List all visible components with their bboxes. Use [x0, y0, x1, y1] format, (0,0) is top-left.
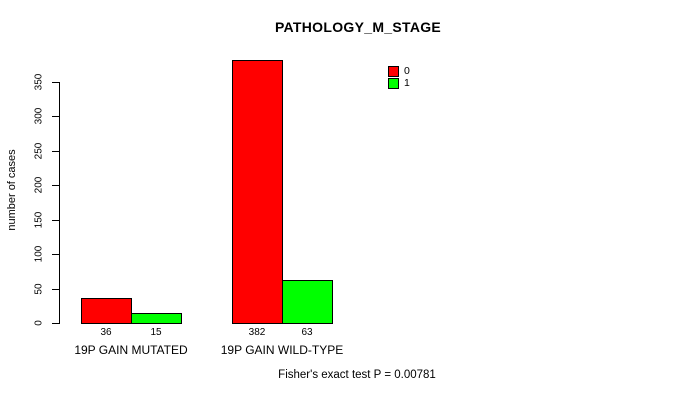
y-axis-tick: [52, 254, 59, 255]
chart-title: PATHOLOGY_M_STAGE: [274, 19, 442, 35]
legend-swatch-green: [388, 77, 399, 89]
y-axis-tick: [52, 220, 59, 221]
y-axis-tick: [52, 289, 59, 290]
bar-19p-gain-mutated-series-0: [81, 298, 132, 324]
y-axis-tick: [52, 323, 59, 324]
legend: 0 1: [388, 65, 410, 89]
y-axis-tick: [52, 116, 59, 117]
legend-swatch-red: [388, 65, 399, 77]
y-axis-tick: [52, 82, 59, 83]
y-axis-tick-label: 0: [33, 320, 45, 326]
fisher-test-annotation: Fisher's exact test P = 0.00781: [278, 369, 436, 381]
y-axis-label: number of cases: [6, 149, 18, 231]
bar-value-label: 382: [248, 327, 266, 338]
bar-19p-gain-wild-type-series-1: [282, 280, 333, 324]
x-axis-category-label: 19P GAIN WILD-TYPE: [220, 343, 344, 357]
y-axis-tick: [52, 185, 59, 186]
y-axis-tick-label: 250: [33, 142, 45, 160]
legend-entry: 1: [388, 77, 410, 89]
legend-entry: 0: [388, 65, 410, 77]
y-axis-line: [59, 82, 60, 324]
bar-value-label: 63: [301, 327, 313, 338]
y-axis-tick-label: 350: [33, 73, 45, 91]
y-axis-tick-label: 50: [33, 283, 45, 295]
legend-label-0: 0: [404, 64, 410, 77]
y-axis-tick-label: 200: [33, 176, 45, 194]
bar-19p-gain-wild-type-series-0: [232, 60, 283, 324]
y-axis-tick-label: 100: [33, 245, 45, 263]
legend-label-1: 1: [404, 76, 410, 89]
bar-19p-gain-mutated-series-1: [131, 313, 182, 324]
y-axis-tick: [52, 151, 59, 152]
bar-value-label: 36: [100, 327, 112, 338]
y-axis-tick-label: 300: [33, 107, 45, 125]
y-axis-tick-label: 150: [33, 211, 45, 229]
x-axis-category-label: 19P GAIN MUTATED: [74, 343, 188, 357]
bar-value-label: 15: [150, 327, 162, 338]
